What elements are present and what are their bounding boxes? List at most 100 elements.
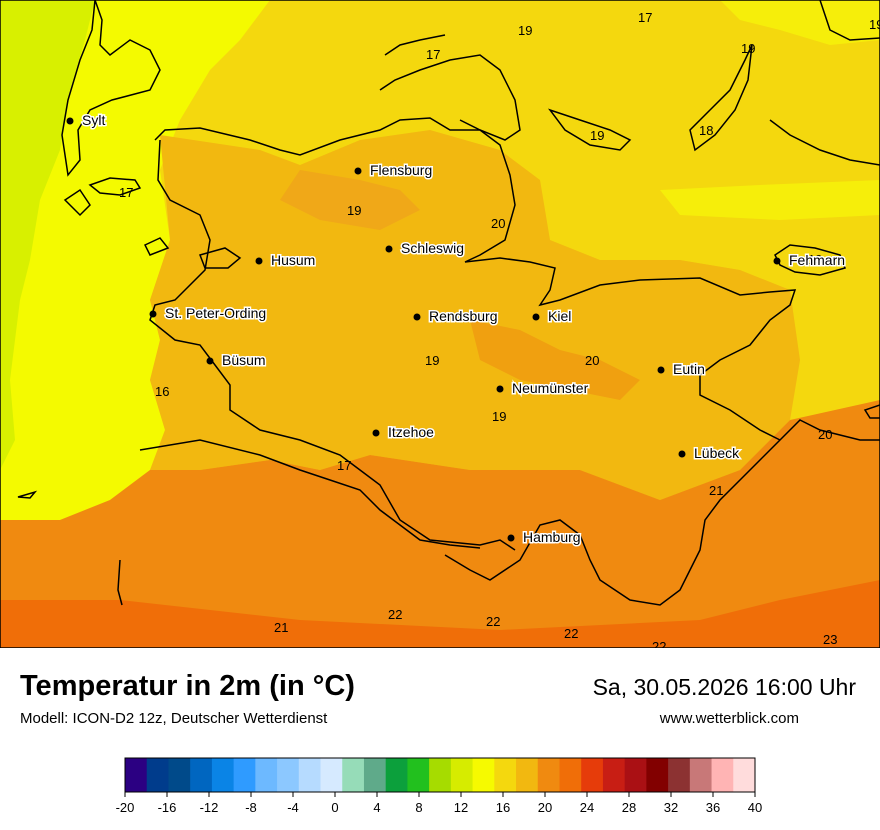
colorbar-swatch: [125, 758, 148, 792]
colorbar-swatch: [450, 758, 474, 792]
colorbar-tick-label: 36: [706, 800, 720, 815]
colorbar-tick-label: -12: [200, 800, 219, 815]
colorbar-swatch: [733, 758, 756, 792]
isotherm-label: 19: [869, 17, 880, 32]
city-label: Flensburg: [370, 162, 432, 178]
colorbar-tick-label: 16: [496, 800, 510, 815]
zone-19-central: [150, 130, 800, 500]
isotherm-label: 18: [699, 123, 713, 138]
colorbar-swatch: [537, 758, 560, 792]
isotherm-label: 23: [823, 632, 837, 647]
city-buesum: Büsum: [206, 351, 267, 370]
colorbar-swatch: [494, 758, 517, 792]
city-neumuenster: Neumünster: [496, 379, 590, 398]
city-schleswig: Schleswig: [385, 239, 466, 258]
map-title: Temperatur in 2m (in °C): [20, 670, 355, 702]
city-label: Sylt: [82, 112, 105, 128]
zone-23-southeast: [0, 580, 880, 648]
coastlines: [0, 0, 880, 648]
colorbar-tick-label: 8: [415, 800, 422, 815]
colorbar-swatches: [124, 757, 756, 793]
isotherm-label: 16: [155, 384, 169, 399]
city-kiel: Kiel: [532, 307, 573, 326]
colorbar-swatch: [668, 758, 691, 792]
colorbar-tick-label: 0: [331, 800, 338, 815]
colorbar-tick-label: 28: [622, 800, 636, 815]
city-luebeck: Lübeck: [678, 444, 742, 463]
isotherm-label: 19: [347, 203, 361, 218]
zone-16-coast: [0, 0, 95, 470]
isotherm-label: 19: [425, 353, 439, 368]
isotherm-label: 22: [564, 626, 578, 641]
colorbar-swatch: [233, 758, 256, 792]
colorbar-tick-label: -20: [116, 800, 135, 815]
isotherm-label: 22: [486, 614, 500, 629]
zone-18-islands: [720, 0, 880, 45]
city-st-peter-ording: St. Peter-Ording: [149, 304, 268, 323]
colorbar-swatch: [190, 758, 213, 792]
colorbar-swatch: [363, 758, 387, 792]
isotherm-label: 19: [741, 41, 755, 56]
city-sylt: Sylt: [66, 111, 107, 130]
city-label: Büsum: [222, 352, 266, 368]
colorbar-tick-label: 32: [664, 800, 678, 815]
isotherm-label: 19: [518, 23, 532, 38]
colorbar-swatch: [277, 758, 300, 792]
colorbar-swatch: [516, 758, 539, 792]
colorbar-swatch: [559, 758, 582, 792]
isotherm-label: 22: [388, 607, 402, 622]
colorbar-swatch: [168, 758, 191, 792]
isotherm-label: 19: [808, 252, 822, 267]
city-label: Schleswig: [401, 240, 464, 256]
isotherm-label: 20: [818, 427, 832, 442]
city-label: Fehmarn: [789, 252, 845, 268]
city-fehmarn: Fehmarn: [773, 251, 847, 270]
city-label: Lübeck: [694, 445, 740, 461]
colorbar-ticks: -20 -16 -12 -8 -4 0 4 8 12 16 20 24 28 32 36 40: [116, 792, 762, 815]
city-label: St. Peter-Ording: [165, 305, 266, 321]
colorbar-swatch: [602, 758, 626, 792]
city-husum: Husum: [255, 251, 317, 270]
colorbar-tick-label: 4: [373, 800, 380, 815]
colorbar-swatch: [429, 758, 452, 792]
map-footer: Temperatur in 2m (in °C) Modell: ICON-D2…: [0, 648, 880, 830]
city-label: Eutin: [673, 361, 705, 377]
isotherm-label: 17: [638, 10, 652, 25]
colorbar-tick-label: -8: [245, 800, 257, 815]
city-label: Husum: [271, 252, 315, 268]
city-rendsburg: Rendsburg: [413, 307, 499, 326]
city-label: Itzehoe: [388, 424, 434, 440]
colorbar-swatch: [320, 758, 343, 792]
colorbar-tick-label: 20: [538, 800, 552, 815]
isotherm-label: 21: [709, 483, 723, 498]
zone-20-patch-north: [280, 170, 420, 230]
city-label: Neumünster: [512, 380, 589, 396]
forecast-datetime: Sa, 30.05.2026 16:00 Uhr: [592, 674, 856, 700]
zone-17-west: [0, 0, 270, 520]
colorbar-swatch: [646, 758, 669, 792]
isotherm-label: 19: [492, 409, 506, 424]
website-link[interactable]: www.wetterblick.com: [659, 710, 799, 727]
city-itzehoe: Itzehoe: [372, 423, 436, 442]
city-markers: Sylt Flensburg Schleswig Husum St. Peter…: [66, 111, 847, 547]
city-label: Hamburg: [523, 529, 581, 545]
isotherm-label: 17: [337, 458, 351, 473]
zone-20-patch-kiel: [470, 320, 640, 400]
colorbar-frame: [124, 757, 756, 793]
isotherm-label: 21: [274, 620, 288, 635]
colorbar-tick-label: 24: [580, 800, 594, 815]
colorbar-swatch: [342, 758, 365, 792]
isotherm-label: 19: [590, 128, 604, 143]
colorbar-swatch: [211, 758, 235, 792]
colorbar-tick-label: 12: [454, 800, 468, 815]
colorbar-swatch: [689, 758, 713, 792]
isotherm-label: 20: [491, 216, 505, 231]
colorbar-swatch: [255, 758, 278, 792]
isotherm-label: 22: [652, 639, 666, 648]
city-label: Rendsburg: [429, 308, 498, 324]
temperature-map: 17 19 17 19 19 18 19 17 19 20 19 16 20 1…: [0, 0, 880, 648]
isotherm-labels: 17 19 17 19 19 18 19 17 19 20 19 16 20 1…: [119, 10, 880, 648]
isotherm-label: 20: [585, 353, 599, 368]
colorbar-tick-label: -16: [158, 800, 177, 815]
temperature-colorbar: -20 -16 -12 -8 -4 0 4 8 12 16 20 24 28 32 36 40: [116, 757, 762, 815]
